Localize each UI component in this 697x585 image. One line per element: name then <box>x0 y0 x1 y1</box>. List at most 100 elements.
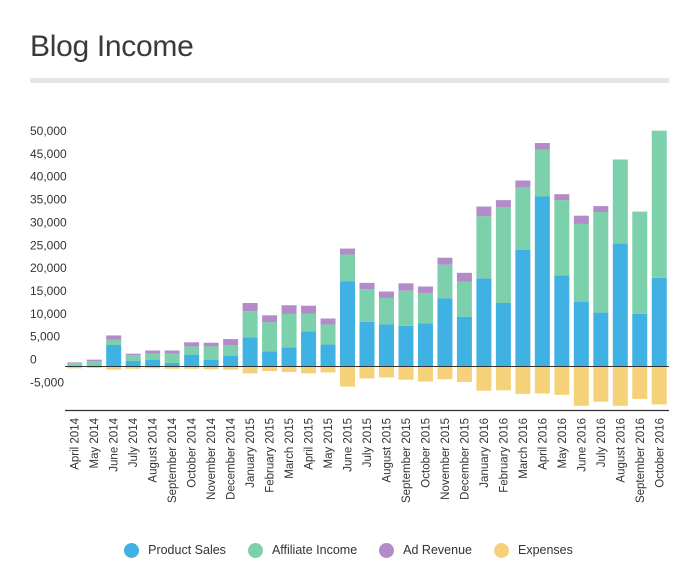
bar-expenses <box>125 366 141 369</box>
x-tick-label: December 2015 <box>459 418 471 500</box>
legend-item-product-sales: Product Sales <box>124 542 226 558</box>
bar-affiliate-income <box>301 313 317 332</box>
bar-ad-revenue <box>554 194 570 201</box>
x-tick-label: September 2016 <box>635 418 647 503</box>
bar-ad-revenue <box>125 353 141 356</box>
bar-product-sales <box>651 277 667 367</box>
x-tick-label: May 2015 <box>323 418 335 469</box>
bar-product-sales <box>203 359 219 367</box>
x-tick-label: August 2015 <box>381 418 393 483</box>
bar-affiliate-income <box>593 212 609 313</box>
bar-expenses <box>417 366 433 382</box>
bar-ad-revenue <box>340 248 356 255</box>
chart-title: Blog Income <box>30 30 194 63</box>
x-axis-ticks: April 2014 May 2014 June 2014 July 2014 Augu… <box>70 417 667 503</box>
y-axis-ticks: -5,000 0 5,000 10,000 15,000 20,000 25,000 30,0… <box>30 124 67 389</box>
bar-affiliate-income <box>515 187 531 250</box>
bar-expenses <box>184 366 200 369</box>
bar-product-sales <box>437 298 453 367</box>
bar-affiliate-income <box>456 281 472 317</box>
bar-ad-revenue <box>106 335 122 340</box>
bar-expenses <box>262 366 278 372</box>
bar-expenses <box>106 366 122 370</box>
bar-expenses <box>86 366 102 368</box>
bar-ad-revenue <box>262 315 278 323</box>
bar-product-sales <box>593 312 609 367</box>
bar-affiliate-income <box>534 149 550 197</box>
bar-affiliate-income <box>554 200 570 276</box>
bar-product-sales <box>281 347 297 367</box>
x-tick-label: June 2014 <box>109 417 121 471</box>
bar-product-sales <box>242 337 258 367</box>
x-tick-label: July 2015 <box>362 418 374 467</box>
bar-affiliate-income <box>223 345 239 356</box>
bar-ad-revenue <box>359 282 375 290</box>
bar-product-sales <box>301 331 317 367</box>
bar-expenses <box>554 366 570 395</box>
bar-expenses <box>281 366 297 372</box>
bar-ad-revenue <box>86 359 102 362</box>
y-tick-label: 5,000 <box>30 330 60 344</box>
x-tick-label: October 2016 <box>654 418 666 488</box>
bar-affiliate-income <box>437 264 453 299</box>
bar-ad-revenue <box>476 206 492 217</box>
bar-affiliate-income <box>262 322 278 352</box>
legend-label: Ad Revenue <box>403 543 472 557</box>
bar-product-sales <box>612 243 628 367</box>
bar-product-sales <box>573 301 589 367</box>
bar-expenses <box>378 366 394 378</box>
bar-ad-revenue <box>417 286 433 293</box>
bar-expenses <box>359 366 375 379</box>
bar-product-sales <box>223 355 239 367</box>
bar-affiliate-income <box>476 216 492 279</box>
legend-item-expenses: Expenses <box>493 542 573 558</box>
legend-label: Product Sales <box>148 543 226 557</box>
bar-ad-revenue <box>515 180 531 188</box>
bar-expenses <box>612 366 628 406</box>
legend-label: Affiliate Income <box>271 543 358 557</box>
legend-item-ad-revenue: Ad Revenue <box>379 542 472 558</box>
bar-product-sales <box>495 302 511 367</box>
bar-product-sales <box>106 345 122 367</box>
bar-affiliate-income <box>164 353 180 363</box>
bar-ad-revenue <box>164 350 180 354</box>
bar-expenses <box>632 366 648 399</box>
bar-product-sales <box>262 351 278 367</box>
x-tick-label: August 2014 <box>148 417 160 482</box>
x-tick-label: December 2014 <box>226 417 238 499</box>
bar-affiliate-income <box>632 211 648 314</box>
bar-affiliate-income <box>125 355 141 362</box>
x-tick-label: July 2016 <box>596 418 608 467</box>
bar-expenses <box>320 366 336 373</box>
bar-affiliate-income <box>242 311 258 338</box>
bar-affiliate-income <box>651 130 667 278</box>
bar-product-sales <box>456 316 472 367</box>
x-tick-label: March 2016 <box>518 418 530 479</box>
bar-ad-revenue <box>184 342 200 347</box>
bar-affiliate-income <box>378 297 394 325</box>
bar-product-sales <box>320 344 336 367</box>
x-tick-label: April 2015 <box>304 418 316 470</box>
x-tick-label: October 2014 <box>187 417 199 487</box>
bar-ad-revenue <box>203 342 219 347</box>
bar-ad-revenue <box>495 200 511 207</box>
bar-ad-revenue <box>67 362 83 364</box>
bar-expenses <box>145 366 161 369</box>
x-tick-label: June 2015 <box>343 418 355 472</box>
x-tick-label: March 2015 <box>284 418 296 479</box>
bar-ad-revenue <box>378 291 394 298</box>
bar-affiliate-income <box>67 363 83 367</box>
x-tick-label: July 2014 <box>128 417 140 467</box>
bar-ad-revenue <box>145 350 161 354</box>
bar-expenses <box>573 366 589 406</box>
x-tick-label: October 2015 <box>420 418 432 488</box>
x-tick-label: August 2016 <box>615 418 627 483</box>
y-tick-label: 25,000 <box>30 238 67 252</box>
bar-affiliate-income <box>573 223 589 302</box>
x-tick-label: September 2014 <box>167 417 179 503</box>
bar-affiliate-income <box>184 346 200 355</box>
legend-swatch <box>124 542 140 558</box>
bar-ad-revenue <box>534 143 550 150</box>
bar-expenses <box>340 366 356 387</box>
